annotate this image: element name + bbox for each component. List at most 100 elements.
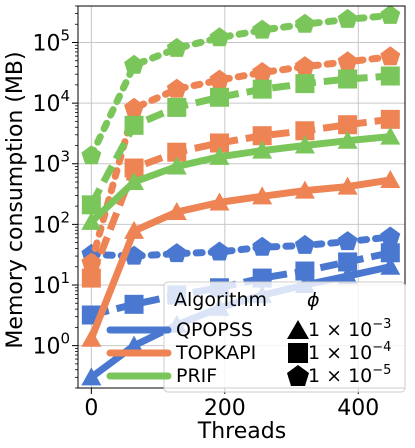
series-topkapi-pentagon [81, 46, 401, 272]
series-line-prif-triangle [88, 133, 391, 225]
legend-triangle-marker [287, 320, 309, 339]
data-point-qpopss-pentagon [380, 226, 401, 246]
y-tick-label: 102 [32, 208, 70, 238]
data-point-topkapi-triangle [294, 180, 315, 199]
legend-topkapi-label: TOPKAPI [175, 342, 256, 364]
legend-box [163, 281, 406, 393]
data-point-topkapi-pentagon [337, 51, 358, 71]
x-tick-label: 200 [204, 396, 246, 421]
x-tick-label: 400 [337, 396, 379, 421]
y-tick-label: 104 [32, 87, 70, 117]
data-point-prif-square [252, 79, 272, 99]
data-point-topkapi-pentagon [380, 46, 401, 66]
data-point-prif-triangle [124, 171, 145, 190]
data-point-qpopss-pentagon [166, 243, 187, 263]
data-point-prif-triangle [337, 130, 358, 149]
data-point-topkapi-triangle [380, 169, 401, 188]
legend-qpopss-label: QPOPSS [176, 319, 253, 341]
series-line-topkapi-triangle [88, 176, 391, 340]
svg-text:1 × 10−3: 1 × 10−3 [308, 317, 391, 341]
y-tick-label: 105 [32, 26, 70, 56]
data-point-prif-pentagon [294, 13, 315, 33]
legend: Algorithm ϕ QPOPSS TOPKAPI PRIF 1 × 10−3… [106, 281, 406, 393]
x-tick-label: 0 [84, 396, 98, 421]
data-point-prif-square [167, 97, 187, 117]
data-point-topkapi-square [252, 126, 272, 146]
data-point-topkapi-triangle [81, 328, 102, 347]
legend-algorithm-title: Algorithm [174, 289, 267, 311]
series-qpopss-pentagon [81, 226, 401, 265]
data-point-qpopss-square [295, 261, 315, 281]
legend-phi-1e-3-label: 1 × 10 [308, 319, 372, 341]
data-point-topkapi-triangle [209, 192, 230, 211]
data-point-qpopss-triangle [380, 256, 401, 275]
series-topkapi-triangle [81, 169, 401, 347]
data-point-topkapi-pentagon [294, 56, 315, 76]
data-point-prif-triangle [209, 146, 230, 165]
data-point-prif-pentagon [124, 54, 144, 74]
legend-topkapi-entry: TOPKAPI [106, 342, 256, 364]
data-point-topkapi-triangle [252, 186, 273, 205]
data-point-topkapi-square [380, 109, 400, 129]
data-point-prif-square [209, 87, 229, 107]
data-point-topkapi-triangle [124, 220, 145, 239]
data-point-prif-square [380, 66, 400, 86]
y-tick-label: 103 [32, 148, 70, 178]
data-point-prif-triangle [81, 211, 102, 230]
data-point-topkapi-pentagon [124, 97, 144, 117]
legend-prif-label: PRIF [176, 365, 217, 387]
data-point-topkapi-triangle [166, 202, 187, 221]
series-prif-triangle [81, 126, 401, 230]
tick-layer: 100 101 102 103 104 105 0 200 400 [32, 5, 379, 421]
legend-square-marker [288, 343, 308, 363]
data-point-prif-square [124, 115, 144, 135]
data-point-topkapi-square [338, 115, 358, 135]
data-point-qpopss-pentagon [294, 234, 315, 254]
y-axis-label: Memory consumption (MB) [3, 51, 28, 348]
data-point-topkapi-square [81, 268, 101, 288]
legend-prif-entry: PRIF [106, 365, 217, 387]
data-point-prif-triangle [294, 135, 315, 154]
legend-phi-1e-3-entry: 1 × 10−3 [287, 317, 391, 341]
data-point-qpopss-pentagon [337, 231, 358, 251]
data-point-prif-pentagon [252, 19, 273, 39]
data-point-topkapi-pentagon [166, 78, 187, 98]
legend-phi-1e-5-entry: 1 × 10−5 [287, 363, 391, 387]
legend-phi-1e-5-exponent: −5 [372, 363, 391, 378]
data-point-qpopss-square [338, 252, 358, 272]
data-point-qpopss-square [380, 243, 400, 263]
data-point-prif-pentagon [337, 8, 358, 28]
legend-pentagon-marker [287, 365, 309, 386]
data-point-prif-pentagon [81, 145, 102, 165]
legend-phi-1e-3-exponent: −3 [372, 317, 391, 332]
data-point-prif-pentagon [209, 27, 230, 47]
data-point-qpopss-pentagon [252, 236, 273, 256]
data-point-topkapi-square [124, 158, 144, 178]
data-point-topkapi-triangle [337, 176, 358, 195]
data-point-prif-triangle [166, 156, 187, 175]
data-point-qpopss-triangle [124, 335, 145, 354]
series-topkapi-square [81, 109, 400, 288]
y-tick-label: 100 [32, 330, 70, 360]
data-point-topkapi-square [209, 133, 229, 153]
svg-text:1 × 10−4: 1 × 10−4 [308, 340, 391, 364]
legend-phi-1e-5-label: 1 × 10 [308, 365, 372, 387]
svg-text:1 × 10−5: 1 × 10−5 [308, 363, 391, 387]
data-point-prif-pentagon [380, 6, 401, 24]
data-point-topkapi-square [167, 142, 187, 162]
data-point-prif-square [81, 195, 101, 215]
data-point-topkapi-square [295, 121, 315, 141]
data-point-topkapi-pentagon [252, 62, 273, 81]
data-point-topkapi-pentagon [209, 69, 230, 89]
x-axis-label: Threads [197, 419, 286, 444]
y-tick-label: 101 [32, 269, 70, 299]
legend-phi-1e-4-exponent: −4 [372, 340, 391, 355]
data-point-prif-square [338, 69, 358, 89]
data-point-prif-pentagon [166, 37, 187, 57]
data-point-qpopss-triangle [337, 266, 358, 285]
data-point-prif-triangle [380, 126, 401, 145]
legend-phi-1e-4-entry: 1 × 10−4 [288, 340, 391, 364]
data-point-qpopss-square [124, 294, 144, 314]
series-prif-pentagon [81, 6, 401, 165]
